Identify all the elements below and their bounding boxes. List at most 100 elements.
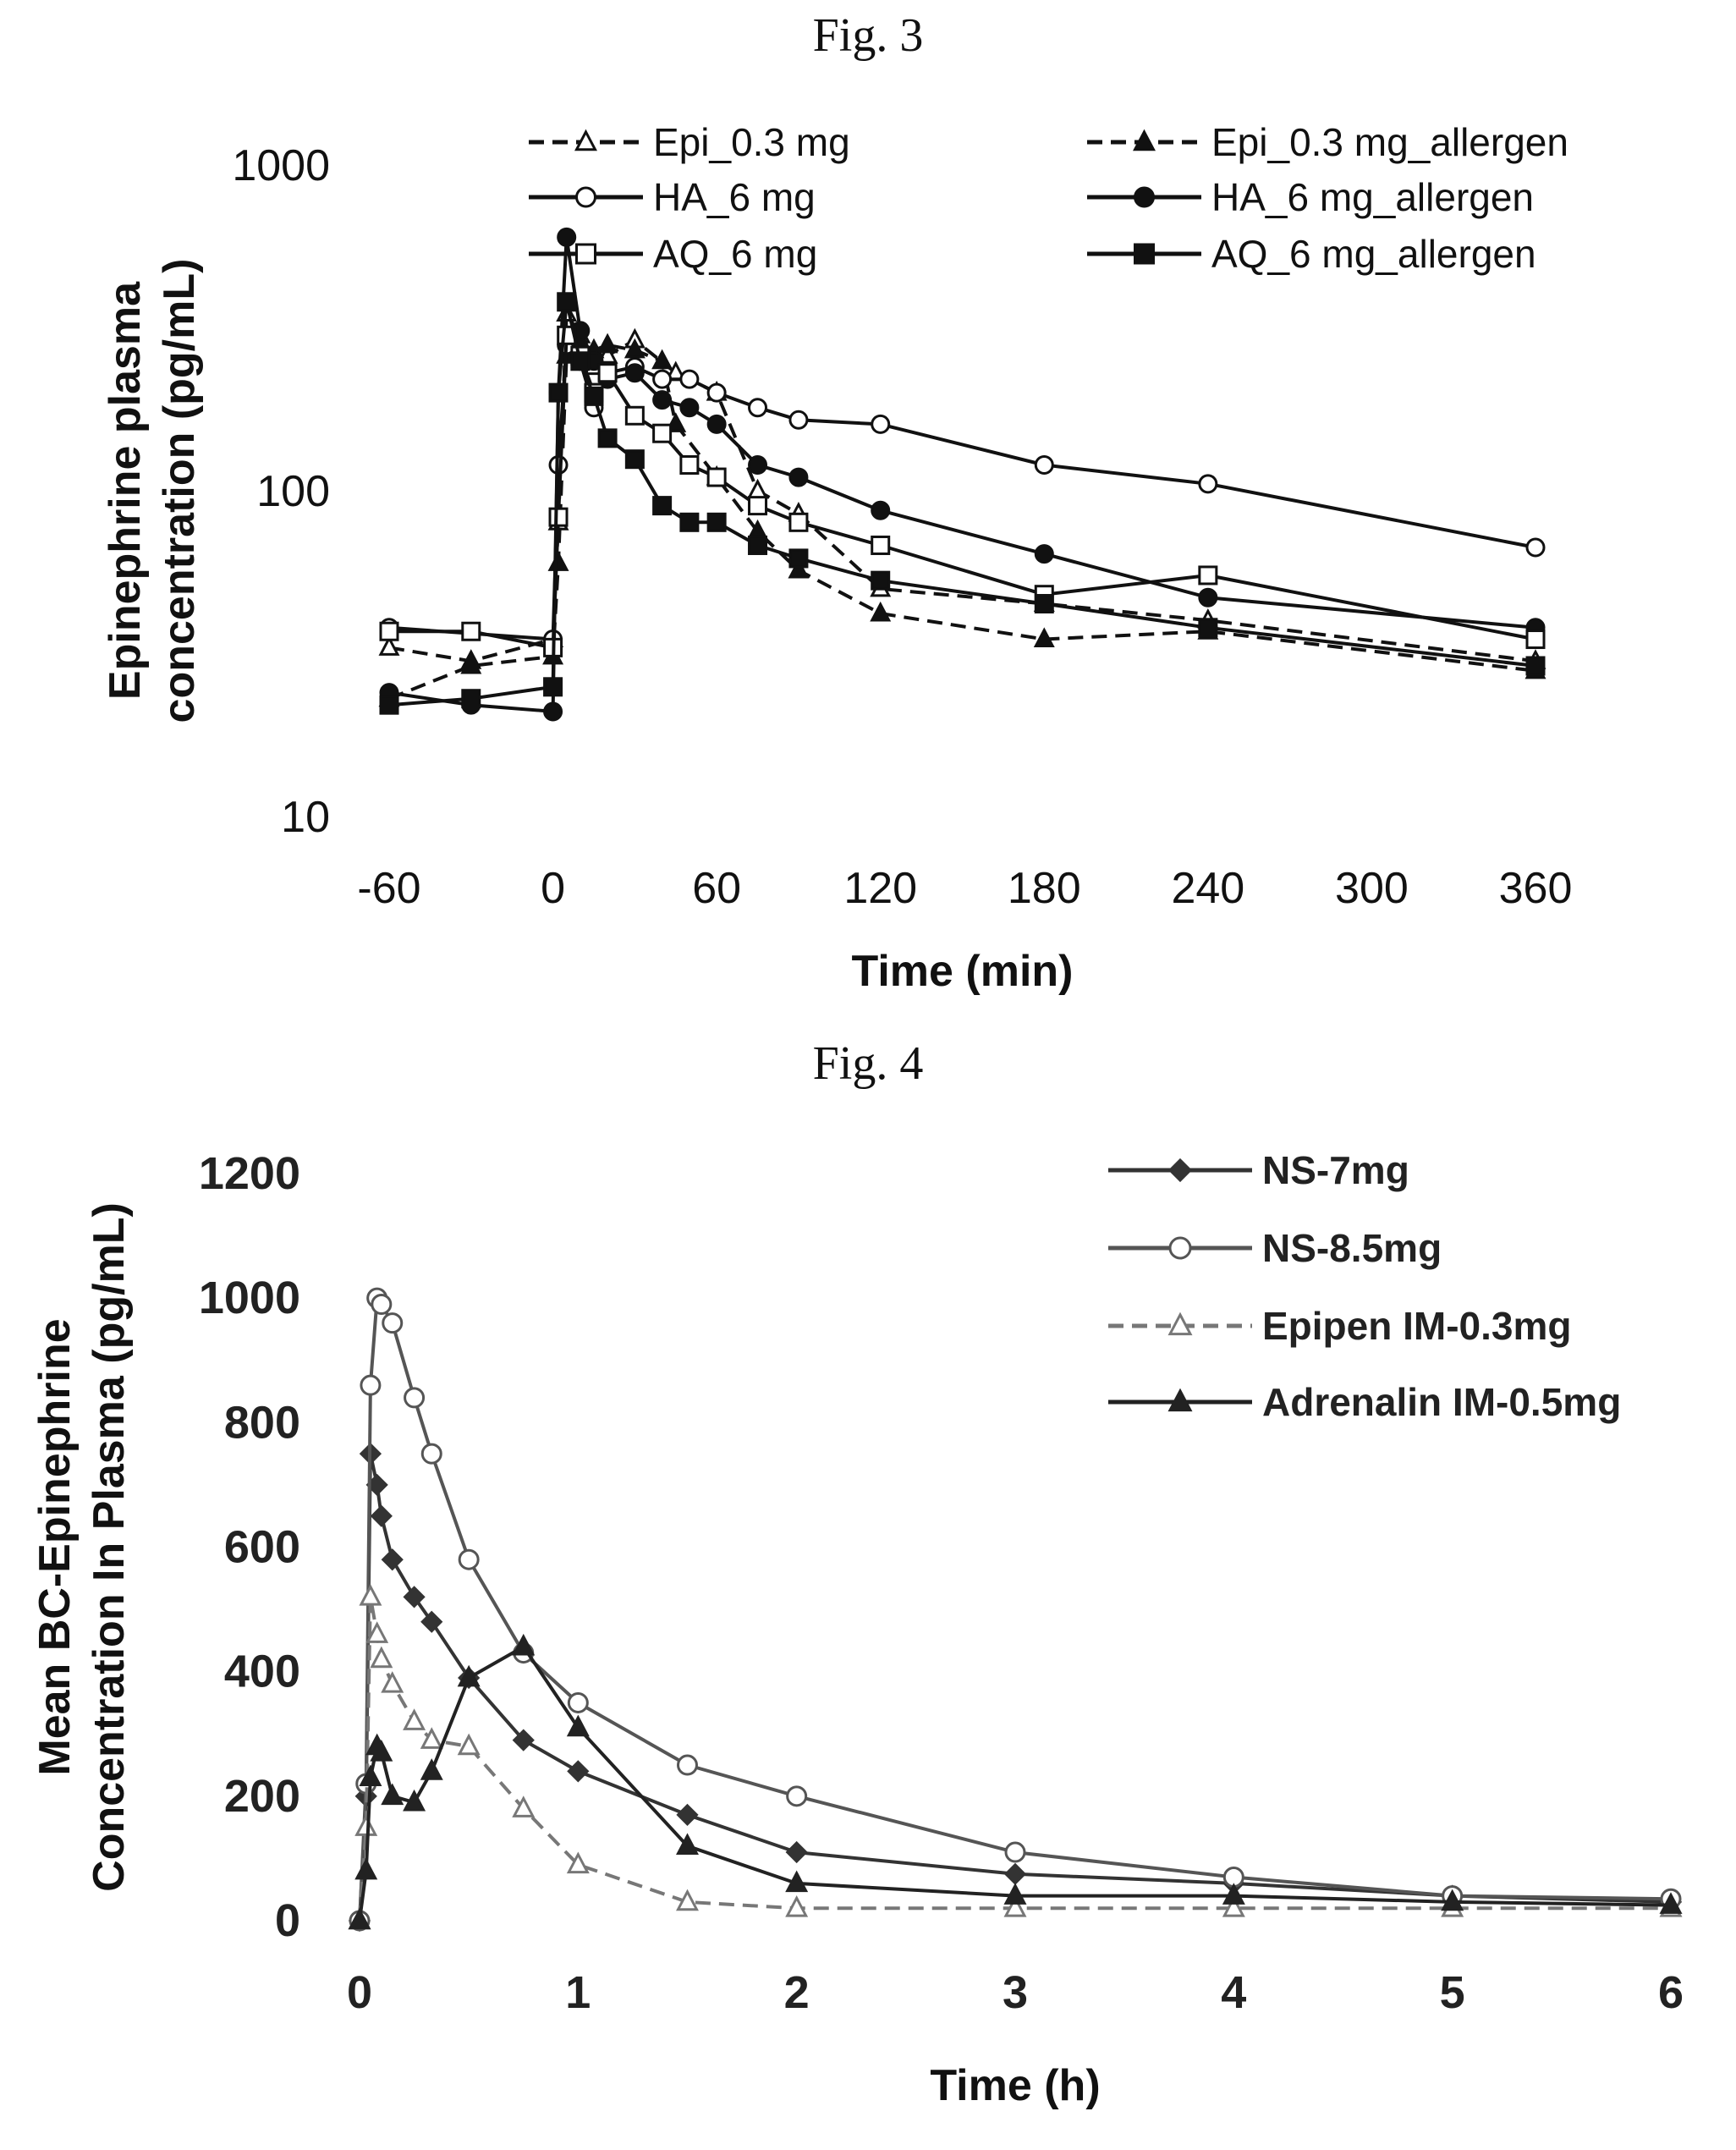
- legend-marker: [1168, 1236, 1192, 1260]
- data-point: [747, 478, 769, 499]
- data-point: [359, 1764, 382, 1787]
- data-point: [748, 398, 768, 418]
- data-point: [1033, 627, 1055, 648]
- data-point: [567, 1760, 590, 1783]
- data-point: [679, 369, 700, 389]
- y-axis-label: Concentration In Plasma (pg/mL): [85, 1202, 134, 1892]
- data-point: [871, 535, 891, 555]
- data-point: [420, 1758, 443, 1780]
- data-point: [1441, 1889, 1464, 1911]
- data-point: [1034, 594, 1054, 614]
- data-point: [651, 349, 673, 370]
- data-point: [567, 1691, 589, 1713]
- data-point: [624, 338, 646, 359]
- data-point: [677, 1754, 698, 1776]
- data-point: [1034, 455, 1054, 476]
- series-line-aq-6-mg: [389, 333, 1536, 650]
- data-point: [679, 455, 700, 476]
- data-point: [652, 369, 673, 389]
- data-point: [652, 496, 673, 516]
- y-tick-label: 1000: [232, 141, 330, 190]
- x-tick-label: 0: [541, 864, 565, 913]
- data-point: [596, 333, 618, 354]
- data-point: [748, 496, 768, 516]
- data-point: [679, 398, 700, 418]
- x-tick-label: 4: [1221, 1967, 1246, 2018]
- data-point: [1222, 1883, 1245, 1905]
- x-tick-label: 3: [1003, 1967, 1028, 2018]
- series-line-aq-6-mg-allergen: [388, 300, 1536, 707]
- x-tick-label: 240: [1171, 864, 1244, 913]
- legend-label: Epipen IM-0.3mg: [1262, 1304, 1571, 1348]
- data-point: [786, 1785, 808, 1807]
- x-tick-label: 1: [565, 1967, 591, 2018]
- data-point: [378, 635, 400, 656]
- data-point: [596, 344, 618, 364]
- data-point: [788, 512, 809, 532]
- series-adrenalin-im-0-5mg: [348, 1633, 1683, 1930]
- legend-label: Epi_0.3 mg_allergen: [1211, 120, 1568, 164]
- data-point: [584, 386, 604, 406]
- data-point: [359, 1584, 382, 1606]
- series-ns-8-5mg: [349, 1287, 1682, 1932]
- fig3-title: Fig. 3: [812, 9, 924, 62]
- legend-marker: [1167, 1311, 1193, 1336]
- legend-label: HA_6 mg: [653, 175, 816, 219]
- x-tick-label: 0: [347, 1967, 372, 2018]
- data-point: [457, 1664, 481, 1687]
- data-point: [370, 1504, 393, 1527]
- data-point: [566, 1714, 590, 1737]
- data-point: [597, 363, 618, 383]
- legend-label: NS-8.5mg: [1262, 1226, 1442, 1270]
- y-tick-label: 800: [224, 1397, 300, 1448]
- data-point: [1198, 565, 1218, 586]
- data-point: [403, 1708, 426, 1730]
- data-point: [788, 558, 810, 579]
- y-axis-label: Epinephrine plasma: [101, 281, 150, 700]
- data-point: [1198, 618, 1218, 638]
- data-point: [365, 1621, 389, 1643]
- data-point: [382, 1312, 404, 1334]
- data-point: [785, 1840, 808, 1864]
- data-point: [871, 500, 891, 520]
- data-point: [652, 390, 673, 410]
- data-point: [624, 363, 645, 383]
- data-point: [1659, 1892, 1683, 1914]
- x-tick-label: 180: [1008, 864, 1081, 913]
- data-point: [1003, 1894, 1027, 1917]
- data-point: [785, 1870, 809, 1893]
- y-axis-label: Mean BC-Epinephrine: [30, 1318, 80, 1775]
- legend-item-ha-6-mg: HA_6 mg: [529, 175, 816, 219]
- x-tick-label: 300: [1335, 864, 1409, 913]
- data-point: [543, 677, 563, 697]
- legend-label: AQ_6 mg: [653, 232, 817, 276]
- data-point: [785, 1894, 809, 1917]
- data-point: [566, 1851, 590, 1874]
- legend-item-ha-6-mg-allergen: HA_6 mg_allergen: [1087, 175, 1534, 219]
- data-point: [706, 382, 727, 403]
- data-point: [381, 1671, 404, 1693]
- data-point: [381, 1783, 404, 1806]
- data-point: [676, 1889, 699, 1911]
- x-axis-label: Time (h): [930, 2061, 1100, 2110]
- y-tick-label: 600: [224, 1522, 300, 1573]
- legend-item-aq-6-mg: AQ_6 mg: [529, 232, 817, 276]
- data-point: [870, 601, 892, 622]
- data-point: [458, 1548, 480, 1570]
- legend-item-epipen-im-0-3mg: Epipen IM-0.3mg: [1108, 1304, 1571, 1348]
- data-point: [512, 1795, 536, 1817]
- data-point: [557, 292, 577, 312]
- data-point: [748, 455, 768, 476]
- data-point: [706, 414, 727, 434]
- legend-item-epi-0-3-mg-allergen: Epi_0.3 mg_allergen: [1087, 120, 1568, 164]
- data-point: [557, 227, 577, 247]
- data-point: [1003, 1883, 1027, 1905]
- data-point: [788, 548, 809, 569]
- data-point: [1003, 1862, 1027, 1885]
- data-point: [624, 449, 645, 470]
- fig4-title: Fig. 4: [812, 1037, 924, 1090]
- data-point: [512, 1729, 535, 1751]
- series-line-epipen-im-0-3mg: [358, 1595, 1671, 1922]
- x-tick-label: 60: [692, 864, 741, 913]
- y-tick-label: 0: [275, 1895, 300, 1946]
